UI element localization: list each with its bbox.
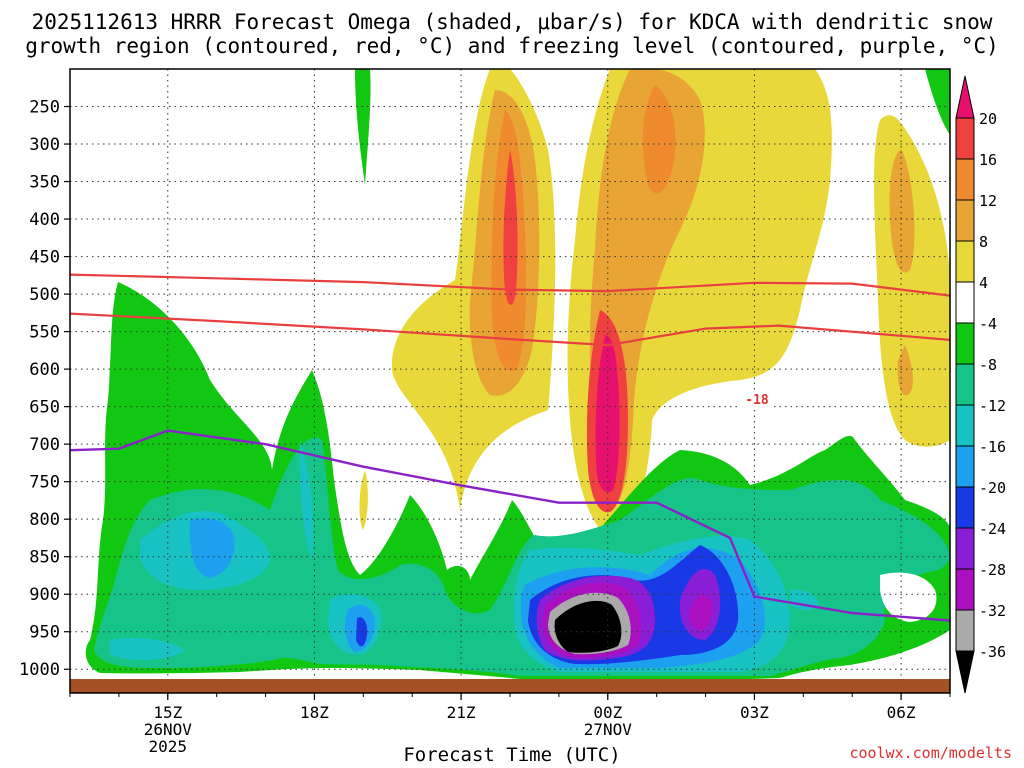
dgz-contour-label: -18 (745, 393, 769, 408)
colorbar-segment (955, 486, 975, 529)
colorbar-label: -12 (979, 397, 1006, 415)
y-tick-label: 250 (29, 98, 60, 118)
y-tick-label: 950 (29, 623, 60, 643)
colorbar-label: -4 (979, 315, 997, 333)
colorbar-label: 4 (979, 274, 988, 292)
colorbar-label: -36 (979, 643, 1006, 661)
colorbar-max-arrow (955, 75, 975, 119)
colorbar-segment (955, 527, 975, 570)
y-tick-label: 500 (29, 285, 60, 305)
y-tick-label: 450 (29, 248, 60, 268)
colorbar-label: -20 (979, 479, 1006, 497)
colorbar-segment (955, 158, 975, 201)
y-tick-label: 800 (29, 510, 60, 530)
colorbar-label: 8 (979, 233, 988, 251)
freezing-level-contour (70, 429, 950, 622)
y-tick-label: 750 (29, 473, 60, 493)
colorbar-segment (955, 281, 975, 324)
colorbar-label: -32 (979, 602, 1006, 620)
grid-lines (70, 69, 950, 679)
x-tick-date: 27NOV (584, 720, 633, 739)
colorbar-segment (955, 363, 975, 406)
colorbar-label: 12 (979, 192, 997, 210)
dendritic-bottom-contour (70, 312, 950, 347)
colorbar-segment (955, 199, 975, 242)
colorbar-segment (955, 609, 975, 652)
y-tick-label: 400 (29, 210, 60, 230)
colorbar-segment (955, 117, 975, 160)
x-tick-label: 03Z (740, 703, 769, 722)
x-tick-label: 21Z (447, 703, 476, 722)
y-axis: 250 300 350 400 450 500 550 600 650 700 750 800 850 9… (19, 98, 70, 680)
y-tick-label: 700 (29, 435, 60, 455)
x-tick-label: 18Z (300, 703, 329, 722)
y-tick-label: 600 (29, 360, 60, 380)
colorbar-segment (955, 404, 975, 447)
colorbar-legend: 20 16 12 8 4 -4 -8 -12 -16 -20 -24 -28 -32 -36 (955, 75, 1006, 694)
dendritic-top-contour (70, 273, 950, 297)
dgz-label-bg (741, 390, 773, 408)
colorbar-segment (955, 445, 975, 488)
y-tick-label: 900 (29, 585, 60, 605)
chart-title-line1: 2025112613 HRRR Forecast Omega (shaded, … (31, 10, 993, 34)
colorbar-label: -24 (979, 520, 1006, 538)
colorbar-min-arrow (955, 650, 975, 694)
colorbar-label: -16 (979, 438, 1006, 456)
chart-title-line2: growth region (contoured, red, °C) and f… (25, 34, 999, 58)
y-tick-label: 550 (29, 323, 60, 343)
y-tick-label: 650 (29, 398, 60, 418)
colorbar-segment (955, 240, 975, 283)
x-tick-label: 00Z (593, 703, 622, 722)
credit-link[interactable]: coolwx.com/modelts (849, 744, 1012, 762)
x-tick-label: 06Z (887, 703, 916, 722)
colorbar-label: -8 (979, 356, 997, 374)
colorbar-segment (955, 568, 975, 611)
descent-shading (85, 69, 950, 679)
x-axis-title: Forecast Time (UTC) (403, 744, 621, 766)
contour-lines (70, 273, 950, 622)
colorbar-label: 16 (979, 151, 997, 169)
y-tick-label: 850 (29, 548, 60, 568)
colorbar-segment (955, 322, 975, 365)
x-tick-label: 15Z (153, 703, 182, 722)
ground-surface (70, 679, 950, 693)
y-tick-label: 1000 (19, 660, 60, 680)
colorbar-label: 20 (979, 110, 997, 128)
x-tick-date: 26NOV (144, 720, 193, 739)
x-tick-year: 2025 (149, 737, 188, 756)
colorbar-label: -28 (979, 561, 1006, 579)
y-tick-label: 300 (29, 135, 60, 155)
y-tick-label: 350 (29, 173, 60, 193)
